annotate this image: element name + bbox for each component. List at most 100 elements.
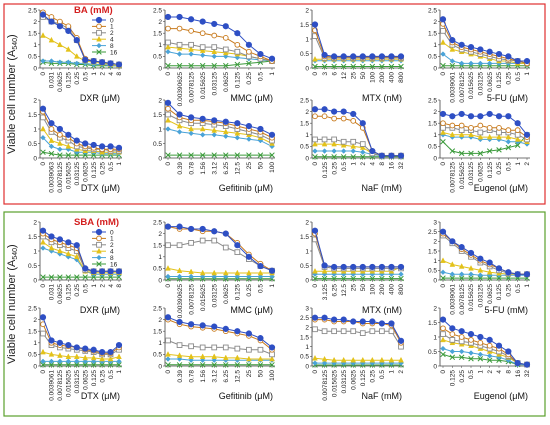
x-tick-label: 0.015625 — [200, 284, 207, 311]
x-tick-label: 0.03125 — [74, 370, 81, 394]
y-tick-label: 2.5 — [428, 7, 437, 14]
data-point — [397, 337, 405, 344]
data-point — [359, 144, 366, 150]
y-tick-label: 0 — [33, 155, 37, 162]
data-point — [164, 99, 172, 106]
y-tick-label: 0 — [158, 65, 162, 72]
data-point — [199, 353, 206, 359]
x-tick-label: 0 — [40, 284, 47, 288]
data-point — [458, 334, 465, 340]
data-point — [449, 238, 456, 245]
data-point — [458, 263, 465, 269]
data-point — [477, 275, 484, 281]
x-tick-label: 0 — [312, 72, 319, 76]
data-point — [257, 269, 264, 276]
series-line — [442, 327, 528, 366]
data-point — [176, 267, 183, 273]
data-point — [269, 351, 275, 358]
series-4 — [312, 354, 404, 363]
series-4 — [440, 129, 530, 145]
series-0 — [439, 110, 531, 138]
data-point — [40, 58, 46, 64]
x-tick-label: 1 — [515, 162, 522, 166]
data-point — [514, 127, 521, 134]
x-tick-label: 0.0625 — [223, 284, 230, 304]
x-tick-label: 0.0625 — [478, 162, 485, 182]
data-point — [311, 314, 319, 321]
data-point — [246, 355, 252, 362]
data-point — [458, 131, 465, 138]
data-point — [458, 271, 465, 277]
y-tick-label: 0.5 — [300, 354, 309, 361]
x-tick-label: 8 — [116, 72, 123, 76]
data-point — [514, 131, 521, 138]
data-point — [312, 154, 318, 160]
y-tick-label: 2 — [33, 97, 37, 104]
series-1 — [440, 120, 530, 140]
data-point — [321, 154, 328, 160]
legend-swatch-marker — [96, 49, 102, 55]
y-tick-label: 1.5 — [153, 112, 162, 119]
data-point — [321, 314, 328, 321]
series-line — [442, 134, 528, 154]
x-tick-label: 50 — [360, 72, 367, 80]
data-point — [449, 62, 456, 69]
data-point — [57, 247, 63, 254]
data-point — [211, 127, 218, 133]
data-point — [65, 353, 72, 359]
y-tick-label: 0.5 — [300, 144, 309, 151]
data-point — [234, 30, 241, 37]
x-tick-label: 0.78 — [188, 370, 195, 383]
x-unit-label: NaF (mM) — [362, 183, 403, 193]
data-point — [234, 354, 241, 361]
data-point — [359, 356, 366, 363]
data-point — [165, 116, 171, 123]
data-point — [477, 133, 484, 140]
y-tick-label: 1 — [433, 132, 437, 139]
data-point — [176, 25, 183, 32]
data-point — [321, 328, 328, 335]
data-point — [211, 117, 218, 124]
x-tick-label: 0.5 — [379, 370, 386, 379]
y-tick-label: 0 — [158, 155, 162, 162]
series-4 — [165, 351, 275, 362]
x-tick-label: 0.031 — [49, 72, 56, 89]
data-point — [40, 362, 46, 368]
legend-title: BA (mM) — [74, 5, 113, 16]
series-line — [168, 16, 273, 60]
series-16 — [165, 152, 275, 158]
chart-sba-gef: 0 0.5 1 1.5 2 2.5 0 0.39 0.78 1.56 3.12 6.25 12.5 25 5… — [153, 305, 276, 401]
y-tick-label: 1 — [305, 36, 309, 43]
x-tick-label: 4 — [370, 162, 377, 166]
y-tick-label: 1 — [305, 248, 309, 255]
y-tick-label: 0 — [305, 363, 309, 370]
data-point — [312, 55, 318, 62]
x-tick-label: 100 — [370, 72, 377, 83]
data-point — [99, 274, 105, 280]
series-0 — [311, 106, 405, 159]
data-point — [397, 263, 405, 271]
data-point — [90, 141, 97, 149]
data-point — [222, 46, 229, 53]
y-tick-label: 2.5 — [300, 315, 309, 322]
data-point — [398, 271, 404, 277]
data-point — [440, 139, 446, 145]
data-point — [199, 125, 206, 132]
data-point — [440, 275, 446, 281]
data-point — [378, 53, 385, 60]
data-point — [505, 139, 512, 145]
y-tick-label: 1.5 — [28, 112, 37, 119]
x-tick-label: 50 — [258, 370, 265, 378]
data-point — [468, 265, 474, 271]
legend-swatch-marker — [95, 228, 103, 236]
data-point — [211, 132, 217, 138]
data-point — [458, 127, 465, 134]
data-point — [57, 362, 63, 368]
y-tick-label: 2.5 — [428, 97, 437, 104]
data-point — [82, 274, 88, 280]
legend-label: 1 — [110, 24, 114, 31]
data-point — [449, 331, 456, 337]
data-point — [379, 328, 385, 335]
data-point — [468, 60, 474, 67]
